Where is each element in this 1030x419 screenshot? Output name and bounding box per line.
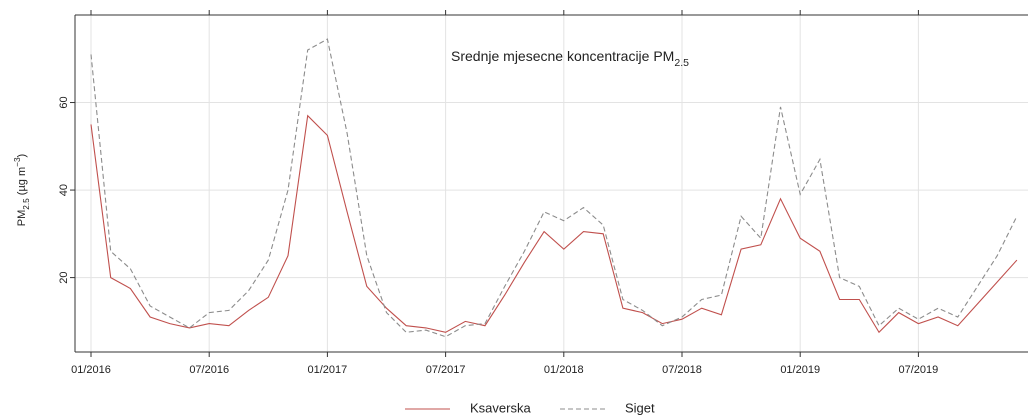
chart-title: Srednje mjesecne koncentracije PM2.5 [451, 48, 689, 69]
text-part: (µg m [16, 167, 28, 198]
x-tick-label: 07/2018 [662, 364, 702, 376]
x-tick-label: 01/2016 [71, 364, 111, 376]
text-part: −3 [13, 157, 22, 167]
x-tick-label: 07/2016 [189, 364, 229, 376]
text-part: 2.5 [22, 198, 31, 210]
text-part: 2.5 [674, 57, 689, 69]
series-line [90, 114, 1018, 334]
y-tick-label: 40 [58, 184, 70, 196]
y-tick-label: 60 [58, 96, 70, 108]
text-part: ) [16, 154, 28, 158]
legend-label: Siget [625, 400, 655, 415]
x-tick-label: 01/2017 [308, 364, 348, 376]
text-part: PM [16, 210, 28, 227]
x-tick-label: 07/2019 [899, 364, 939, 376]
text-part: Srednje mjesecne koncentracije PM [451, 48, 674, 64]
x-tick-label: 07/2017 [426, 364, 466, 376]
x-tick-label: 01/2019 [780, 364, 820, 376]
y-axis-label: PM2.5 (µg m−3) [13, 154, 31, 226]
y-tick-label: 20 [58, 271, 70, 283]
x-tick-label: 01/2018 [544, 364, 584, 376]
legend-label: Ksaverska [470, 400, 531, 415]
series-line [90, 38, 1018, 338]
